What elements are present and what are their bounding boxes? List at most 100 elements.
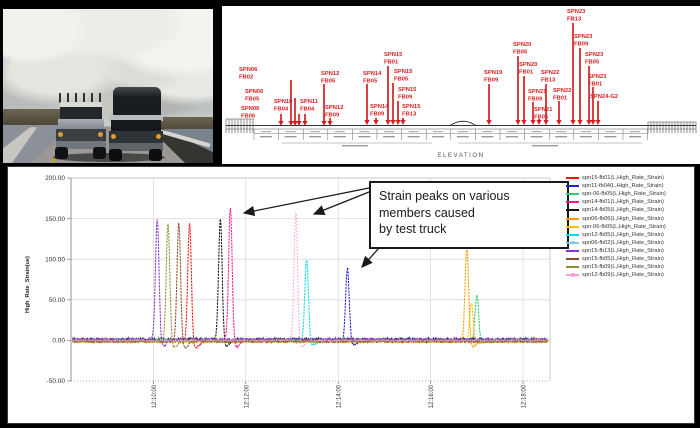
legend-swatch [566, 217, 579, 220]
svg-text:FB05: FB05 [513, 50, 528, 56]
legend-marker-dot [571, 273, 575, 277]
y-tick-label: 150.00 [45, 216, 65, 223]
x-tick-label: 12:14:00 [337, 384, 343, 408]
sensor-arrow-SPN21-FB05: SPN21 FB05 [534, 107, 553, 125]
svg-text:SPN20: SPN20 [513, 42, 531, 48]
truck-cab-roof [109, 115, 163, 121]
sensor-arrow-SPN22-FB13: SPN22 FB13 [541, 70, 559, 125]
legend-label: spn-06-fb05(L,High_Rate_Strain) [582, 223, 666, 230]
legend-label: spn-06-fb05(L,High_Rate_Strain) [582, 191, 666, 198]
truck-windshield [60, 107, 102, 120]
legend-item-spn11-fb04[interactable]: spn11-fb04(L,High_Rate_Strain) [566, 182, 694, 190]
legend-label: spn12-fb09(L,High_Rate_Strain) [582, 272, 664, 279]
legend-item-spn-06-fb05[interactable]: spn-06-fb05(L,High_Rate_Strain) [566, 223, 694, 231]
svg-text:SPN19: SPN19 [484, 70, 503, 76]
svg-text:FB09: FB09 [484, 78, 499, 84]
elevation-drawing: ELEVATION SPN06 FB02 SPN06 FB05 SPN06 FB06 SPN1… [225, 9, 697, 159]
sensor-arrow-SPN11-FB04: SPN11 FB04 [300, 99, 319, 126]
test-truck-left [55, 93, 107, 159]
svg-text:FB05: FB05 [394, 77, 409, 83]
svg-text:FB09: FB09 [398, 95, 413, 101]
svg-text:SPN15: SPN15 [398, 87, 417, 93]
sensor-arrow-SPN10-FB04: SPN10 FB04 [274, 99, 292, 126]
svg-text:SPN12: SPN12 [325, 105, 343, 111]
svg-text:FB05: FB05 [321, 79, 336, 85]
legend-item-spn15-fb05[interactable]: spn15-fb05(L,High_Rate_Strain) [566, 255, 694, 263]
legend-swatch [566, 249, 579, 252]
sensor-arrow-SPN20-FB05: SPN20 FB05 [513, 42, 531, 125]
legend-item-spn06-fb02[interactable]: spn06-fb02(L,High_Rate_Strain) [566, 239, 694, 247]
svg-text:FB05: FB05 [245, 97, 260, 103]
legend-swatch [566, 201, 579, 204]
annotation-line: members caused [379, 205, 475, 220]
sensor-arrow-SPN21-FB09: SPN21 FB09 [528, 89, 547, 125]
legend-item-spn15-fb13[interactable]: spn15-fb13(L,High_Rate_Strain) [566, 247, 694, 255]
legend-swatch [566, 257, 579, 260]
sensor-arrow-SPN14-FB05: SPN14 FB05 [363, 71, 382, 125]
sensor-arrow-SPN23-FB09: SPN23 FB09 [574, 34, 593, 125]
sensor-arrow-SPN15-FB09: SPN15 FB09 [395, 87, 417, 125]
y-axis-title: High_Rate_Strain(ue) [25, 256, 31, 313]
svg-text:SPN06: SPN06 [239, 67, 258, 73]
sensor-arrow-SPN23-FB13: SPN23 FB13 [567, 9, 586, 125]
legend-item-spn15-fb01[interactable]: spn15-fb01(L,High_Rate_Strain) [566, 174, 694, 182]
sensor-arrow-SPN24-G2-g2: SPN24-G2 [590, 94, 618, 125]
legend-item-spn12-fb05[interactable]: spn12-fb05(L,High_Rate_Strain) [566, 231, 694, 239]
deck-hump [449, 120, 477, 126]
legend-item-spn-06-fb05[interactable]: spn-06-fb05(L,High_Rate_Strain) [566, 190, 694, 198]
test-trucks-photo [3, 9, 213, 163]
x-tick-label: 12:16:00 [429, 384, 435, 408]
truck-bumper [109, 143, 163, 151]
legend-label: spn12-fb05(L,High_Rate_Strain) [582, 231, 664, 238]
legend-label: spn06-fb02(L,High_Rate_Strain) [582, 239, 664, 246]
legend-swatch [566, 185, 579, 188]
sensor-arrow-SPN22-FB01: SPN22 FB01 [553, 88, 571, 125]
strain-chart-panel: 200.00 150.00 100.00 50.00 0.00 -50.00 12:10:0… [7, 166, 695, 424]
legend-label: spn06-fb06(L,High_Rate_Strain) [582, 215, 664, 222]
sensor-arrow-SPN06-FB05: SPN06 FB05 [245, 89, 298, 126]
sensor-arrow-SPN20-FB01: SPN20 FB01 [519, 62, 537, 125]
legend-item-spn06-fb06[interactable]: spn06-fb06(L,High_Rate_Strain) [566, 214, 694, 222]
legend-swatch [566, 273, 579, 277]
bridge-elevation-diagram: ELEVATION SPN06 FB02 SPN06 FB05 SPN06 FB06 SPN1… [222, 6, 700, 164]
x-tick-label: 12:10:00 [152, 384, 158, 408]
svg-text:SPN21: SPN21 [534, 107, 553, 113]
legend-item-spn14-fb01[interactable]: spn14-fb01(L,High_Rate_Strain) [566, 198, 694, 206]
svg-text:SPN15: SPN15 [402, 104, 421, 110]
annotation-arrow [361, 247, 380, 268]
truck-headlight [111, 134, 116, 139]
legend-item-spn12-fb09[interactable]: spn12-fb09(L,High_Rate_Strain) [566, 271, 694, 279]
svg-text:SPN23: SPN23 [588, 74, 607, 80]
legend-swatch [566, 240, 579, 245]
svg-text:FB04: FB04 [300, 107, 315, 113]
svg-text:FB13: FB13 [541, 78, 556, 84]
sensor-arrow-SPN06-FB06: SPN06 FB06 [241, 106, 302, 126]
svg-text:FB01: FB01 [588, 82, 603, 88]
legend-item-spn14-fb05[interactable]: spn14-fb05(L,High_Rate_Strain) [566, 206, 694, 214]
y-tick-label: 0.00 [52, 338, 65, 345]
annotation-line: by test truck [379, 222, 447, 236]
legend-swatch [566, 225, 579, 228]
legend-item-spn15-fb09[interactable]: spn15-fb09(L,High_Rate_Strain) [566, 263, 694, 271]
svg-text:SPN21: SPN21 [528, 89, 547, 95]
svg-text:SPN11: SPN11 [300, 99, 319, 105]
annotation-arrow [312, 191, 370, 215]
truck-cab-roof [60, 102, 102, 108]
sensor-arrow-SPN06-FB02: SPN06 FB02 [239, 67, 294, 126]
svg-text:FB09: FB09 [325, 113, 340, 119]
svg-text:FB06: FB06 [241, 114, 256, 120]
sensor-arrow-SPN19-FB09: SPN19 FB09 [484, 70, 503, 125]
svg-text:FB02: FB02 [239, 75, 253, 81]
annotation-box: Strain peaks on various members caused b… [369, 181, 569, 249]
legend-label: spn15-fb13(L,High_Rate_Strain) [582, 247, 664, 254]
sensor-arrow-SPN12-FB05: SPN12 FB05 [321, 71, 339, 126]
svg-text:FB04: FB04 [274, 107, 289, 113]
test-truck-right [109, 87, 165, 161]
svg-text:SPN23: SPN23 [567, 9, 586, 15]
truck-wheel [55, 147, 68, 159]
svg-text:SPN06: SPN06 [241, 106, 260, 112]
sensor-arrow-SPN23-FB01: SPN23 FB01 [588, 74, 607, 125]
svg-text:SPN22: SPN22 [541, 70, 559, 76]
legend-label: spn15-fb05(L,High_Rate_Strain) [582, 255, 664, 262]
truck-headlight [98, 132, 103, 137]
